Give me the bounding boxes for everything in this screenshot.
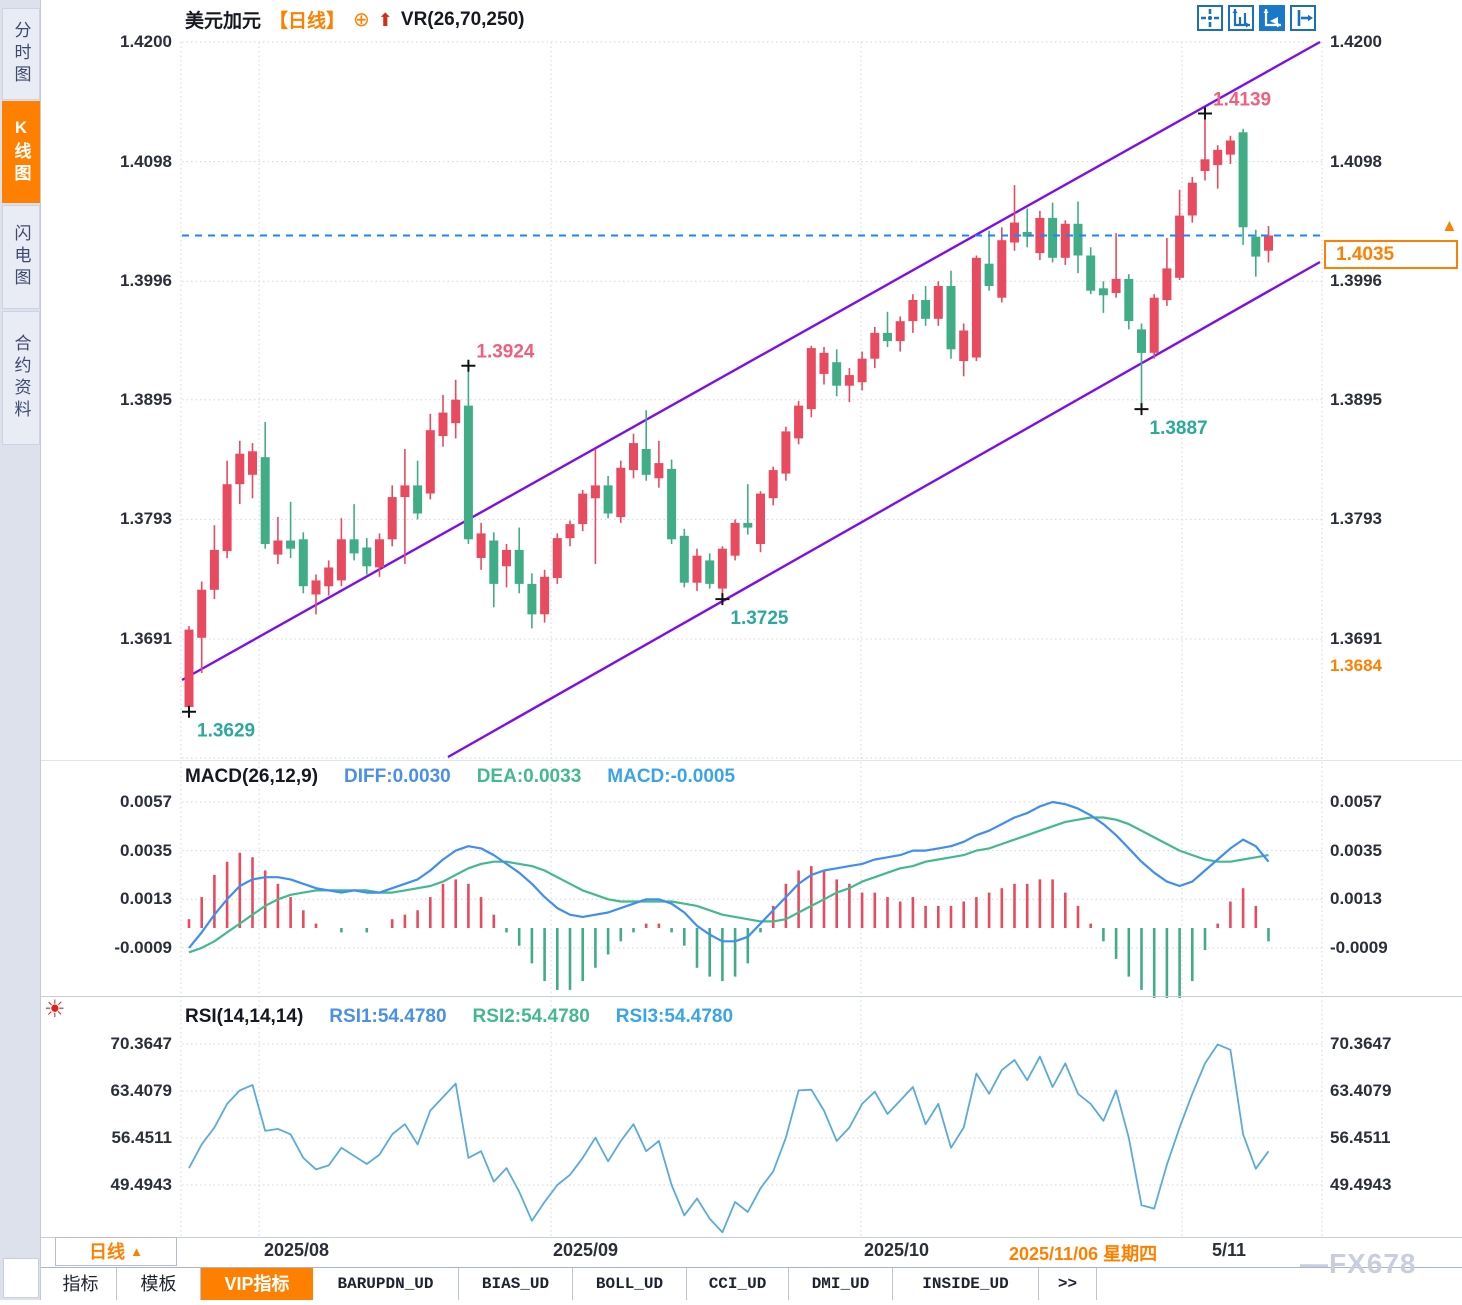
macd-tick-right-3: -0.0009 [1330,937,1388,957]
sidebar-tab-0[interactable]: 分时图 [2,8,40,100]
sidebar-tab-3[interactable]: 合约资料 [2,311,40,445]
period-tag[interactable]: 【日线】 [269,11,346,32]
bottom-tab-指标[interactable]: 指标 [45,1268,117,1300]
symbol-title: 美元加元 [185,11,262,32]
price-tick-left-1: 1.4098 [120,151,172,171]
chart-toolbar [1197,5,1316,31]
svg-text:1.3924: 1.3924 [476,342,535,363]
price-tick-left-5: 1.3691 [120,629,172,648]
last-price-marker-icon: ▲ [1441,216,1458,235]
macd-title[interactable]: MACD(26,12,9) [185,766,319,787]
alert-sun-icon[interactable]: ☀ [44,996,66,1023]
exit-right-icon[interactable] [1290,5,1316,31]
bottom-tab-BARUPDN_UD[interactable]: BARUPDN_UD [313,1268,459,1300]
price-tick-left-4: 1.3793 [120,509,172,529]
macd-tick-right-2: 0.0013 [1330,889,1382,909]
sidebar-tab-2[interactable]: 闪电图 [2,205,40,309]
rsi-tick-right-2: 56.4511 [1330,1128,1391,1147]
date-axis-row [40,1238,1462,1267]
price-tick-right-1: 1.4098 [1330,151,1382,171]
pan-crosshair-icon[interactable] [1197,5,1223,31]
rsi-tick-left-0: 70.3647 [110,1034,172,1053]
macd-dea-value: DEA:0.0033 [476,766,582,787]
rsi1-value: RSI1:54.4780 [329,1006,447,1027]
up-arrow-icon: ⬆ [377,9,393,30]
macd-tick-left-1: 0.0035 [120,840,172,860]
svg-text:1.3629: 1.3629 [197,721,255,742]
overlay-indicator-label[interactable]: VR(26,70,250) [400,8,525,30]
add-indicator-icon[interactable]: ⊕ [353,8,370,31]
svg-text:1.4139: 1.4139 [1213,90,1271,111]
macd-tick-right-1: 0.0035 [1330,840,1382,860]
rsi-tick-left-2: 56.4511 [111,1128,172,1147]
price-tick-right-0: 1.4200 [1330,32,1382,51]
svg-text:1.3887: 1.3887 [1150,418,1208,439]
price-tick-left-3: 1.3895 [120,389,172,409]
sidebar-tab-1[interactable]: K线图 [2,101,40,203]
price-tick-right-5: 1.3691 [1330,629,1382,648]
sidebar-bottom-box [3,1258,39,1298]
price-tick-right-2: 1.3996 [1330,271,1382,291]
axis-pointer-icon[interactable] [1259,5,1285,31]
macd-panel-separator [40,996,1462,997]
price-tick-left-2: 1.3996 [120,271,172,291]
macd-tick-left-0: 0.0057 [120,792,172,811]
bottom-tab-CCI_UD[interactable]: CCI_UD [687,1268,789,1300]
bottom-tab-more[interactable]: >> [1039,1268,1097,1300]
rsi-panel-separator [40,1237,1462,1238]
extra-price-label: 1.3684 [1330,656,1382,675]
date-label-nov: 5/11 [1212,1240,1247,1260]
last-price-box[interactable]: 1.4035 [1324,240,1458,269]
sidebar: 分时图 K线图 闪电图 合约资料 [0,0,41,1300]
rsi-tick-right-3: 49.4943 [1330,1175,1392,1194]
rsi-tick-right-1: 63.4079 [1330,1081,1392,1100]
date-label-1: 2025/09 [553,1240,619,1260]
macd-tick-left-3: -0.0009 [114,937,172,957]
watermark: —FX678 [1300,1248,1417,1279]
rsi-tick-left-1: 63.4079 [110,1081,172,1100]
macd-header: MACD(26,12,9) DIFF:0.0030 DEA:0.0033 MAC… [185,766,735,788]
rsi-title[interactable]: RSI(14,14,14) [185,1006,304,1027]
period-selector-arrow-icon: ▲ [130,1244,143,1259]
date-label-0: 2025/08 [264,1240,330,1260]
bottom-tab-INSIDE_UD[interactable]: INSIDE_UD [893,1268,1039,1300]
period-selector-button[interactable]: 日线 ▲ [55,1237,177,1266]
chart-header: 美元加元 【日线】 ⊕ ⬆ VR(26,70,250) [185,6,524,33]
price-tick-left-0: 1.4200 [120,32,172,51]
bottom-tab-VIP指标[interactable]: VIP指标 [201,1268,313,1300]
svg-text:1.3725: 1.3725 [730,608,789,629]
rsi2-value: RSI2:54.4780 [472,1006,590,1027]
price-tick-right-3: 1.3895 [1330,389,1382,409]
macd-macd-value: MACD:-0.0005 [607,766,736,787]
bottom-tab-模板[interactable]: 模板 [117,1268,201,1300]
rsi-header: RSI(14,14,14) RSI1:54.4780 RSI2:54.4780 … [185,1006,733,1028]
date-label-2: 2025/10 [864,1240,930,1260]
price-tick-right-4: 1.3793 [1330,509,1382,529]
bottom-tab-BOLL_UD[interactable]: BOLL_UD [573,1268,687,1300]
bottom-tab-DMI_UD[interactable]: DMI_UD [789,1268,893,1300]
rsi-tick-right-0: 70.3647 [1330,1034,1392,1053]
macd-tick-left-2: 0.0013 [120,889,172,909]
axis-scale-icon[interactable] [1228,5,1254,31]
main-chart-separator [40,760,1462,761]
hover-date-label: 2025/11/06 星期四 [1009,1244,1158,1264]
macd-tick-right-0: 0.0057 [1330,792,1382,811]
macd-diff-value: DIFF:0.0030 [344,766,451,787]
rsi-tick-left-3: 49.4943 [110,1175,172,1194]
rsi3-value: RSI3:54.4780 [615,1006,734,1027]
period-selector-label: 日线 [89,1242,126,1262]
bottom-tab-BIAS_UD[interactable]: BIAS_UD [459,1268,573,1300]
